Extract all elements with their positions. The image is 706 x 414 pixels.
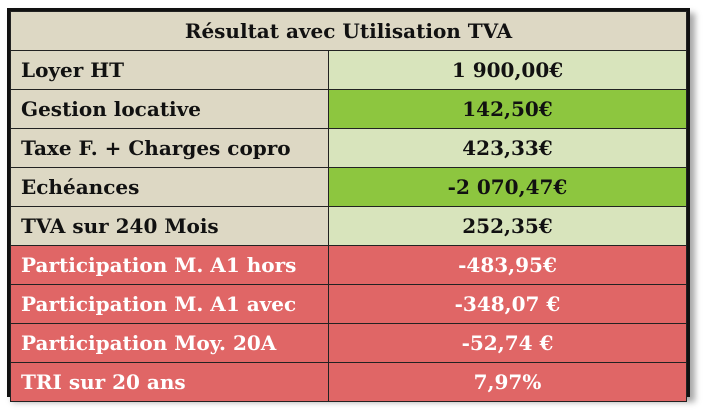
- row-value-taxe-charges: 423,33€: [328, 128, 687, 168]
- result-table: Résultat avec Utilisation TVA Loyer HT 1…: [10, 11, 687, 402]
- row-label-echeances: Echéances: [10, 167, 329, 207]
- table-row: Gestion locative 142,50€: [10, 89, 687, 129]
- table-row: TRI sur 20 ans 7,97%: [10, 362, 687, 402]
- row-value-tri: 7,97%: [328, 362, 687, 402]
- table-row: Loyer HT 1 900,00€: [10, 50, 687, 90]
- table-row: Participation M. A1 avec -348,07 €: [10, 284, 687, 324]
- row-value-echeances: -2 070,47€: [328, 167, 687, 207]
- row-value-loyer-ht: 1 900,00€: [328, 50, 687, 90]
- row-label-tri: TRI sur 20 ans: [10, 362, 329, 402]
- row-value-participation-hors: -483,95€: [328, 245, 687, 285]
- table-row: Participation Moy. 20A -52,74 €: [10, 323, 687, 363]
- row-label-tva: TVA sur 240 Mois: [10, 206, 329, 246]
- table-row: TVA sur 240 Mois 252,35€: [10, 206, 687, 246]
- table-row: Taxe F. + Charges copro 423,33€: [10, 128, 687, 168]
- row-label-taxe-charges: Taxe F. + Charges copro: [10, 128, 329, 168]
- row-label-participation-moy: Participation Moy. 20A: [10, 323, 329, 363]
- result-table-container: Résultat avec Utilisation TVA Loyer HT 1…: [7, 8, 690, 402]
- row-value-participation-moy: -52,74 €: [328, 323, 687, 363]
- row-value-gestion-locative: 142,50€: [328, 89, 687, 129]
- row-label-participation-avec: Participation M. A1 avec: [10, 284, 329, 324]
- table-header-row: Résultat avec Utilisation TVA: [10, 11, 687, 51]
- table-row: Echéances -2 070,47€: [10, 167, 687, 207]
- row-label-participation-hors: Participation M. A1 hors: [10, 245, 329, 285]
- row-label-gestion-locative: Gestion locative: [10, 89, 329, 129]
- table-row: Participation M. A1 hors -483,95€: [10, 245, 687, 285]
- table-title: Résultat avec Utilisation TVA: [10, 11, 687, 51]
- row-value-participation-avec: -348,07 €: [328, 284, 687, 324]
- row-label-loyer-ht: Loyer HT: [10, 50, 329, 90]
- row-value-tva: 252,35€: [328, 206, 687, 246]
